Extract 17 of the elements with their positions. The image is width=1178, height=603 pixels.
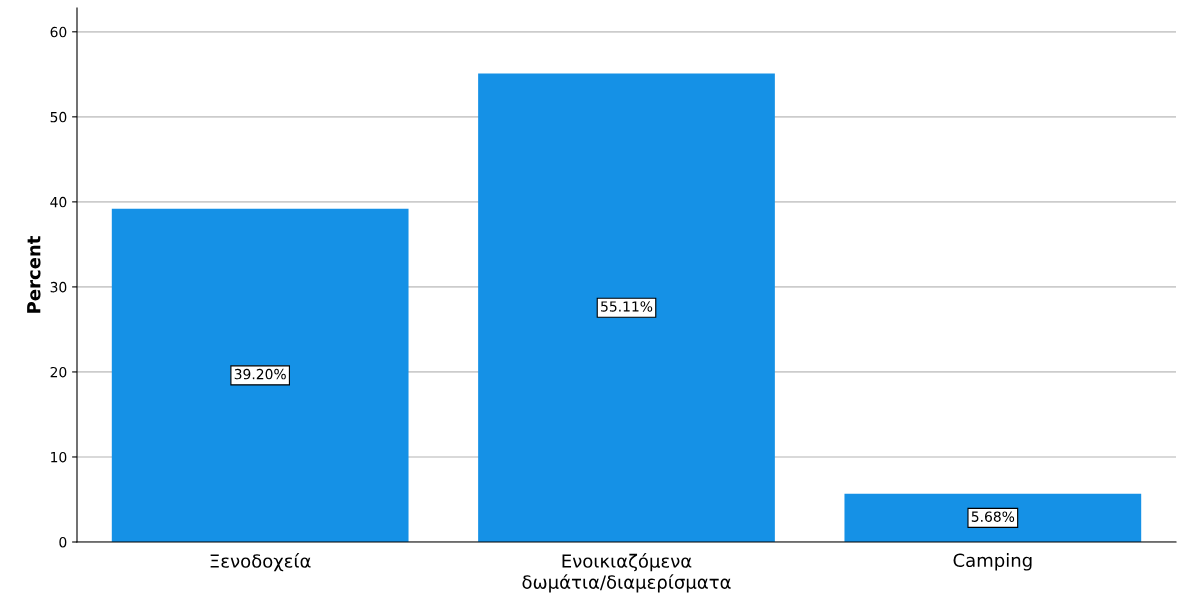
x-tick-label: Ενοικιαζόμενα δωμάτια/διαμερίσματα bbox=[522, 553, 731, 593]
data-label: 39.20% bbox=[234, 368, 286, 380]
y-tick-label: 60 bbox=[50, 26, 67, 38]
y-tick-label: 50 bbox=[50, 111, 67, 123]
y-tick-label: 10 bbox=[51, 451, 67, 463]
x-tick-label: Ξενοδοχεία bbox=[210, 553, 311, 572]
y-axis-title: Percent bbox=[27, 236, 41, 313]
y-tick-label: 40 bbox=[50, 196, 67, 208]
bar bbox=[111, 208, 409, 542]
data-label: 5.68% bbox=[971, 511, 1015, 522]
bar bbox=[478, 73, 775, 542]
y-tick-label: 30 bbox=[50, 281, 67, 293]
x-tick-label: Camping bbox=[953, 553, 1032, 571]
bar bbox=[844, 493, 1142, 542]
y-tick-label: 20 bbox=[50, 366, 67, 378]
y-tick-label: 0 bbox=[59, 536, 67, 548]
data-label: 55.11% bbox=[601, 301, 653, 312]
